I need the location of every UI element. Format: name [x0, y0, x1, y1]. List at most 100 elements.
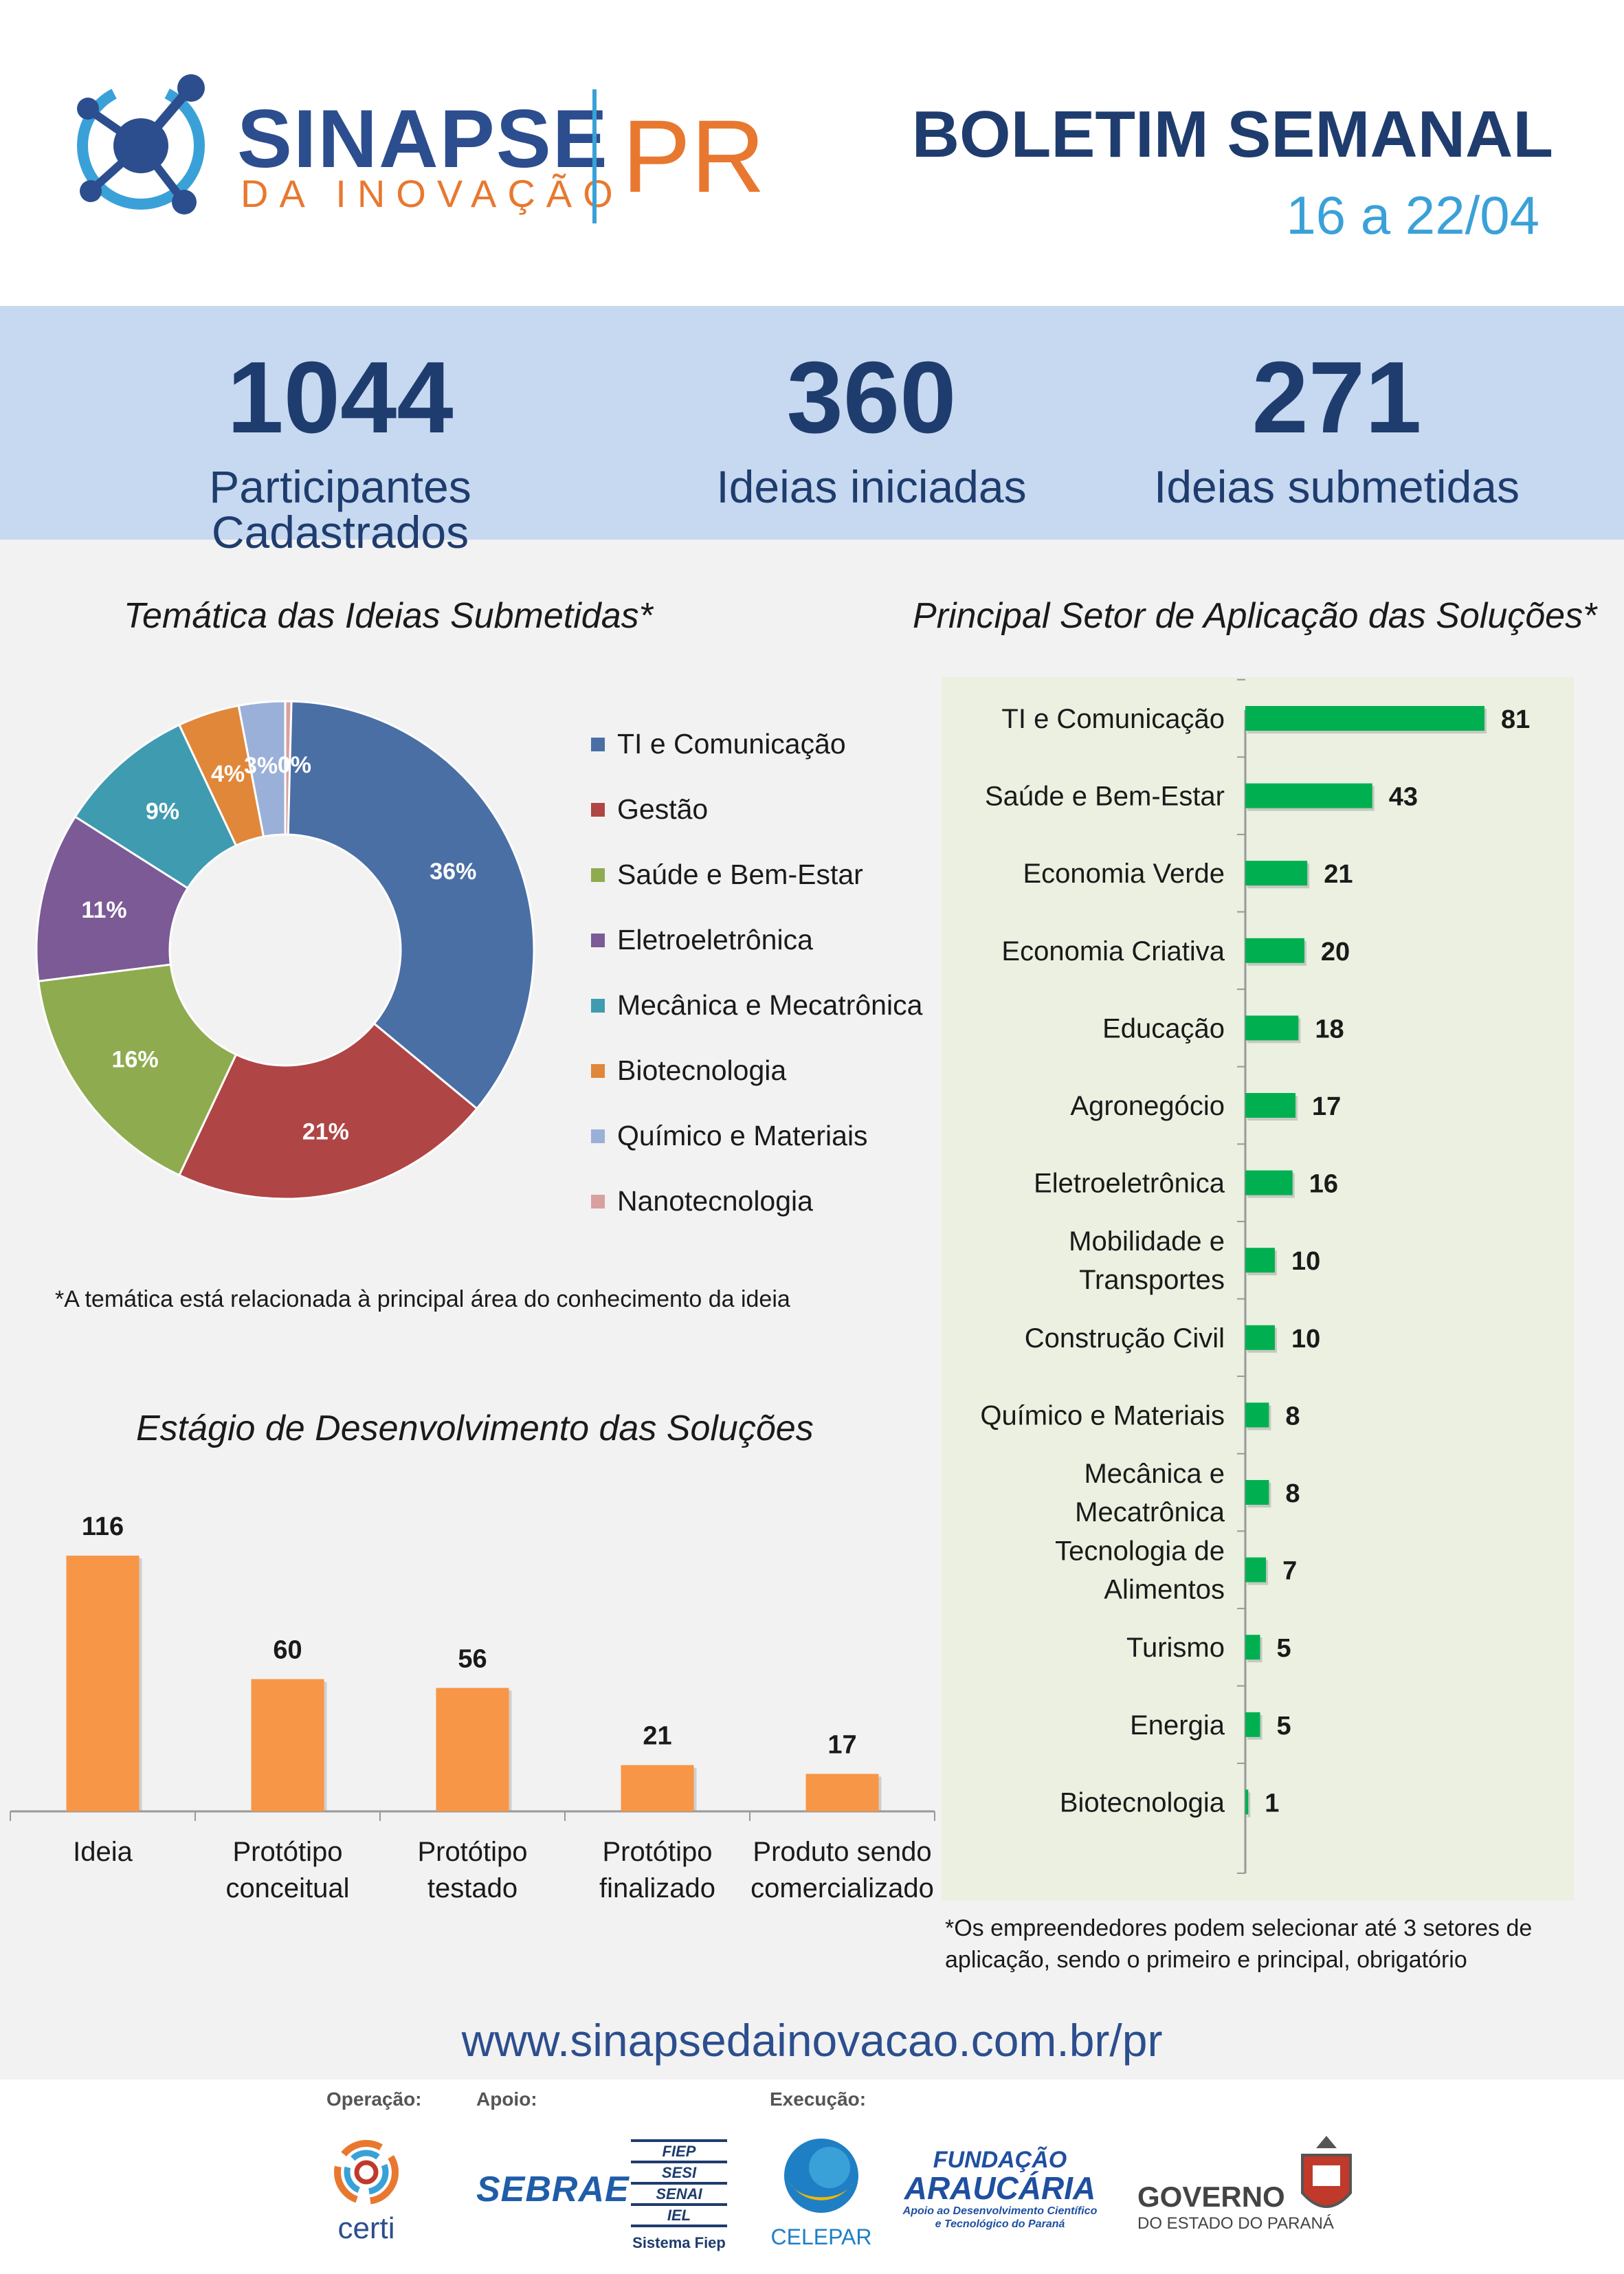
sector-value-agronegocio: 17	[1312, 1092, 1341, 1121]
sesi-line: SESI	[631, 2161, 727, 2182]
sector-label-eletroeletronica: Eletroeletrônica	[1034, 1169, 1225, 1199]
legend-swatch	[591, 1194, 605, 1208]
stat-ideas-started: 360 Ideias iniciadas	[610, 341, 1133, 512]
stage-bar-ideia	[66, 1556, 140, 1811]
legend-swatch	[591, 1129, 605, 1143]
sector-value-economia-verde: 21	[1324, 860, 1353, 889]
bulletin-title: BOLETIM SEMANAL	[911, 98, 1553, 171]
governo-parana-logo: GOVERNO DO ESTADO DO PARANÁ	[1137, 2134, 1371, 2238]
legend-label: TI e Comunicação	[617, 728, 846, 760]
stage-label-prototipo-finalizado: Protótipo finalizado	[599, 1837, 715, 1903]
footer-url[interactable]: www.sinapsedainovacao.com.br/pr	[461, 2015, 1163, 2066]
sector-label-energia: Energia	[1130, 1710, 1225, 1741]
stage-bar-produto-sendo-comercializado	[805, 1774, 879, 1811]
stage-label-prototipo-conceitual: Protótipo conceitual	[225, 1837, 349, 1903]
governo-line2: DO ESTADO DO PARANÁ	[1137, 2214, 1334, 2233]
theme-chart-title: Temática das Ideias Submetidas*	[124, 596, 653, 636]
sector-bar-energia	[1245, 1712, 1260, 1737]
legend-item-mecanica-e-mecatronica: Mecânica e Mecatrônica	[591, 973, 922, 1038]
celepar-globe-icon	[784, 2139, 858, 2213]
fiep-line: FIEP	[631, 2139, 727, 2161]
donut-slice-nanotecnologia	[284, 700, 293, 836]
legend-label: Nanotecnologia	[617, 1185, 813, 1217]
sector-label-mecanica-e-mecatronica: Mecânica e Mecatrônica	[1075, 1459, 1225, 1527]
sector-value-educacao: 18	[1315, 1015, 1344, 1044]
sector-bar-economia-criativa	[1245, 938, 1304, 963]
sector-value-saude-e-bem-estar: 43	[1389, 783, 1418, 812]
stat-ideas-submitted: 271 Ideias submetidas	[1076, 341, 1598, 512]
fundacao-line1: FUNDAÇÃO	[933, 2147, 1067, 2173]
sector-label-educacao: Educação	[1102, 1013, 1225, 1044]
brand-subtitle: DA INOVAÇÃO	[241, 172, 624, 215]
stage-bar-chart: 116 Ideia 60 Protótipo conceitual 56 Protótipo…	[10, 1512, 935, 1903]
iel-line: IEL	[631, 2203, 727, 2227]
sector-bar-economia-verde	[1245, 861, 1308, 886]
theme-chart-legend: TI e Comunicação Gestão Saúde e Bem-Estar E…	[591, 711, 922, 1234]
legend-item-eletroeletronica: Eletroeletrônica	[591, 907, 922, 973]
sector-value-energia: 5	[1276, 1712, 1291, 1741]
donut-label-gestao: 21%	[302, 1118, 349, 1145]
stat-value: 271	[1252, 341, 1422, 454]
certi-ring-icon	[334, 2140, 399, 2205]
sector-label-saude-e-bem-estar: Saúde e Bem-Estar	[985, 782, 1225, 812]
stat-value: 1044	[227, 341, 454, 454]
legend-swatch	[591, 1063, 605, 1078]
sector-bar-biotecnologia	[1245, 1789, 1249, 1815]
sector-label-agronegocio: Agronegócio	[1070, 1091, 1225, 1121]
donut-slice-saude-e-bem-estar	[37, 963, 238, 1177]
donut-slice-ti-e-comunicacao	[284, 700, 535, 1110]
parana-coat-of-arms-icon	[1301, 2136, 1352, 2208]
stage-label-prototipo-testado: Protótipo testado	[417, 1837, 527, 1903]
legend-label: Mecânica e Mecatrônica	[617, 989, 923, 1021]
stat-label: Participantes Cadastrados	[209, 461, 471, 558]
stat-label: Ideias iniciadas	[716, 461, 1027, 512]
operacao-label: Operação:	[326, 2088, 422, 2110]
stage-chart-title: Estágio de Desenvolvimento das Soluções	[136, 1409, 814, 1448]
legend-item-biotecnologia: Biotecnologia	[591, 1038, 922, 1103]
theme-donut-chart: 36% 21% 16% 11% 9% 4%3% 0%	[35, 700, 535, 1200]
stage-value-produto-sendo-comercializado: 17	[827, 1730, 856, 1759]
stage-bar-prototipo-conceitual	[251, 1679, 324, 1811]
sector-label-economia-verde: Economia Verde	[1023, 859, 1225, 889]
sector-label-biotecnologia: Biotecnologia	[1060, 1787, 1225, 1818]
sector-chart-note: *Os empreendedores podem selecionar até …	[945, 1915, 1533, 1973]
senai-line: SENAI	[631, 2182, 727, 2203]
stage-label-produto-sendo-comercializado: Produto sendo comercializado	[750, 1837, 934, 1903]
brand-name: SINAPSE	[237, 93, 609, 185]
stage-label-ideia: Ideia	[73, 1837, 133, 1867]
stat-label: Ideias submetidas	[1154, 461, 1520, 512]
stage-value-prototipo-testado: 56	[458, 1644, 487, 1673]
stage-bar-prototipo-finalizado	[621, 1765, 694, 1811]
legend-swatch	[591, 998, 605, 1013]
sector-chart-title: Principal Setor de Aplicação das Soluçõe…	[913, 596, 1597, 636]
legend-item-gestao: Gestão	[591, 777, 922, 842]
donut-slice-gestao	[177, 1022, 479, 1200]
page-header: SINAPSE DA INOVAÇÃO PR BOLETIM SEMANAL 1…	[0, 0, 1624, 306]
sector-value-economia-criativa: 20	[1321, 938, 1350, 967]
sector-label-quimico-e-materiais: Químico e Materiais	[980, 1400, 1225, 1431]
sector-label-turismo: Turismo	[1126, 1633, 1225, 1663]
legend-item-nanotecnologia: Nanotecnologia	[591, 1169, 922, 1234]
stats-band: 1044 Participantes Cadastrados 360 Ideia…	[0, 306, 1624, 555]
sector-bar-tecnologia-de-alimentos	[1245, 1557, 1267, 1582]
donut-slice-eletroeletronica	[35, 815, 190, 983]
stat-value: 360	[786, 341, 957, 454]
sector-bar-construcao-civil	[1245, 1325, 1275, 1350]
legend-item-ti-e-comunicacao: TI e Comunicação	[591, 711, 922, 777]
brand-region: PR	[622, 98, 766, 214]
sector-bar-saude-e-bem-estar	[1245, 783, 1372, 808]
sinapse-logo-icon	[77, 74, 205, 214]
sector-label-economia-criativa: Economia Criativa	[1001, 936, 1225, 967]
brand-divider	[592, 89, 597, 223]
certi-logo: certi	[329, 2134, 404, 2258]
legend-label: Biotecnologia	[617, 1055, 787, 1086]
sector-bar-mecanica-e-mecatronica	[1245, 1480, 1269, 1505]
sector-value-biotecnologia: 1	[1265, 1789, 1279, 1818]
legend-swatch	[591, 802, 605, 817]
donut-label-quimico-e-materiais: 3%	[244, 753, 278, 779]
donut-label-nanotecnologia: 0%	[278, 752, 311, 778]
donut-label-ti-e-comunicacao: 36%	[430, 859, 476, 885]
legend-swatch	[591, 737, 605, 751]
apoio-label: Apoio:	[476, 2088, 537, 2110]
